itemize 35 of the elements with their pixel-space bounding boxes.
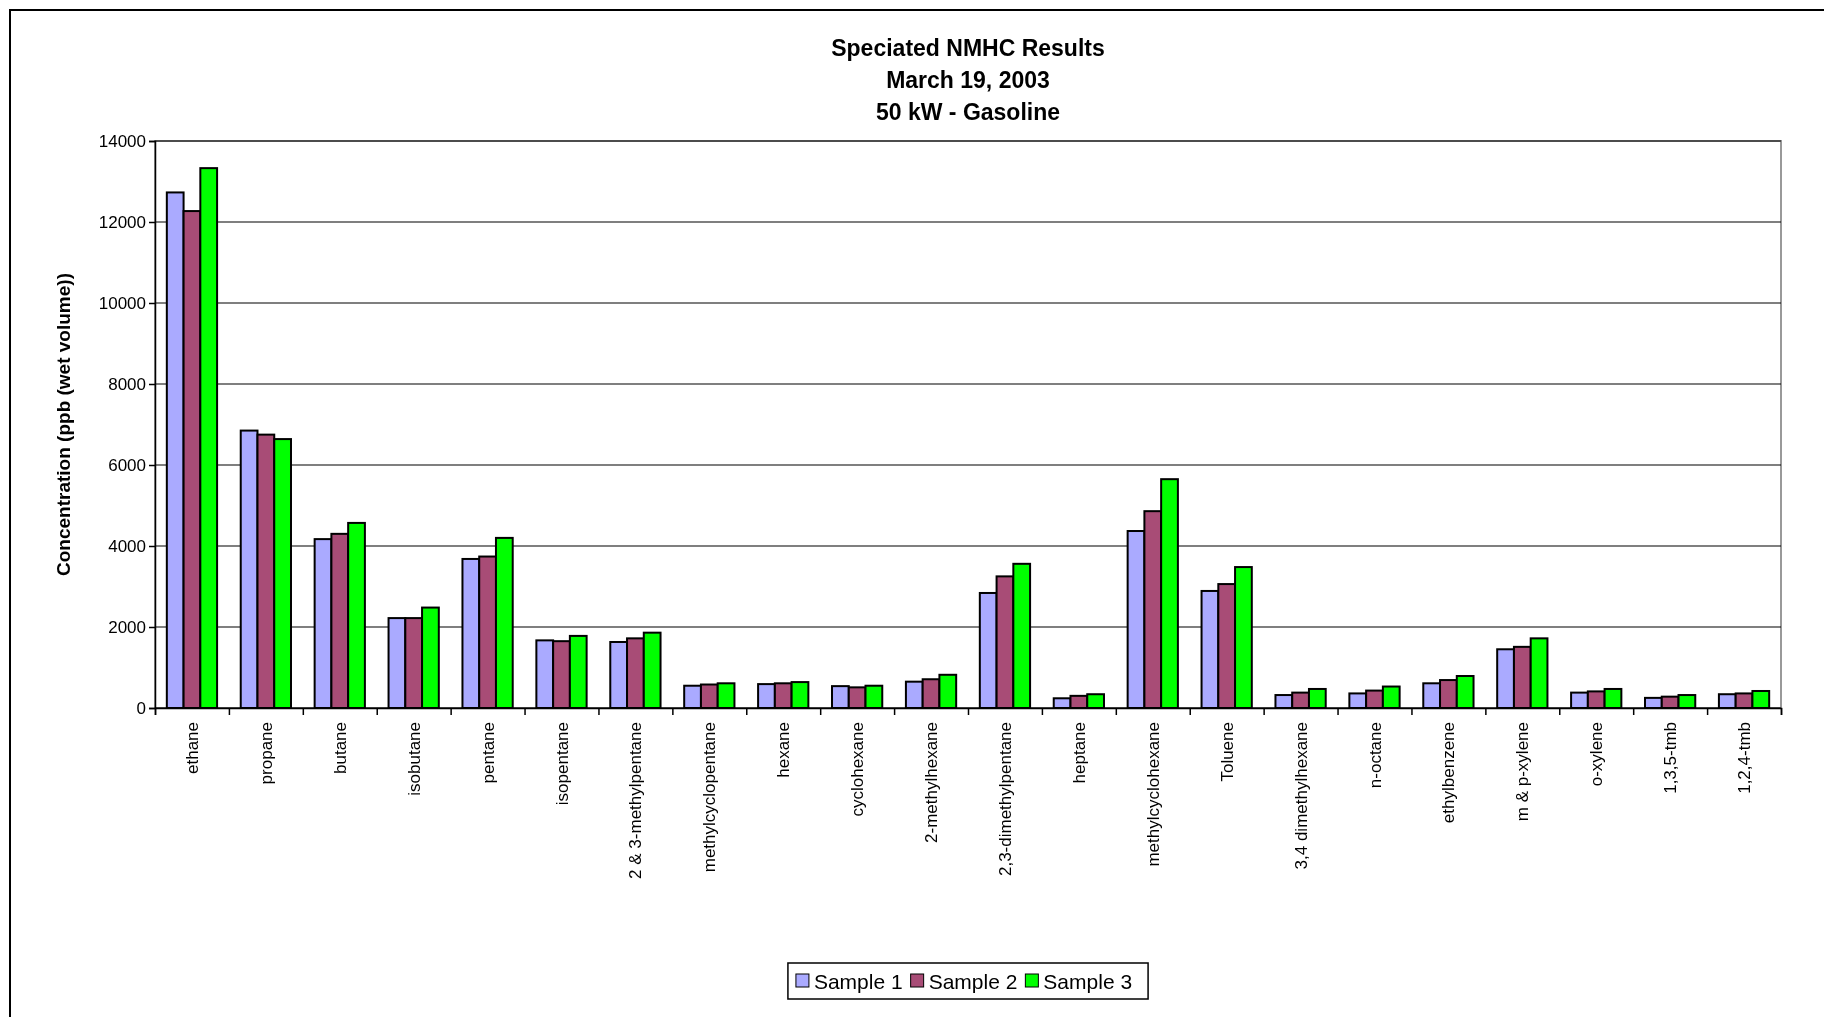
x-tick-label: propane	[256, 722, 276, 785]
x-tick-label: 1,2,4-tmb	[1735, 722, 1755, 794]
x-tick-label: 2,3-dimethylpentane	[995, 722, 1015, 877]
legend-label: Sample 3	[1043, 970, 1133, 993]
y-axis-title: Concentration (ppb (wet volume))	[53, 273, 74, 576]
x-tick-label: m & p-xylene	[1513, 722, 1533, 822]
x-tick-label: Toluene	[1217, 722, 1237, 782]
x-tick-label: pentane	[478, 722, 498, 784]
y-tick-label: 6000	[108, 455, 146, 475]
y-tick-label: 2000	[108, 617, 146, 637]
x-tick-label: 3,4 dimethylhexane	[1291, 722, 1311, 870]
x-tick-label: 2 & 3-methylpentane	[626, 722, 646, 879]
legend-label: Sample 2	[928, 970, 1018, 993]
y-tick-label: 14000	[98, 131, 146, 151]
x-tick-label: cyclohexane	[848, 722, 868, 817]
y-tick-label: 10000	[98, 293, 146, 313]
x-tick-label: hexane	[774, 722, 794, 778]
x-tick-label: methylcyclohexane	[1143, 722, 1163, 867]
x-tick-label: methylcyclopentane	[700, 722, 720, 873]
x-tick-label: n-octane	[1365, 722, 1385, 789]
y-tick-label: 8000	[108, 374, 146, 394]
x-tick-label: butane	[330, 722, 350, 774]
y-tick-label: 4000	[108, 536, 146, 556]
x-tick-label: 2-methylhexane	[922, 722, 942, 843]
x-tick-label: isopentane	[552, 722, 572, 806]
legend-label: Sample 1	[813, 970, 903, 993]
x-tick-label: isobutane	[404, 722, 424, 796]
y-tick-label: 12000	[98, 212, 146, 232]
chart-title: Speciated NMHC Results March 19, 2003 50 kW - Gasoline	[831, 35, 1105, 125]
y-tick-label: 0	[136, 698, 146, 718]
x-tick-label: 1,3,5-tmb	[1661, 722, 1681, 794]
x-tick-label: ethane	[182, 722, 202, 774]
x-tick-label: heptane	[1069, 722, 1089, 784]
x-tick-label: ethylbenzene	[1439, 722, 1459, 824]
x-tick-label: o-xylene	[1587, 722, 1607, 787]
